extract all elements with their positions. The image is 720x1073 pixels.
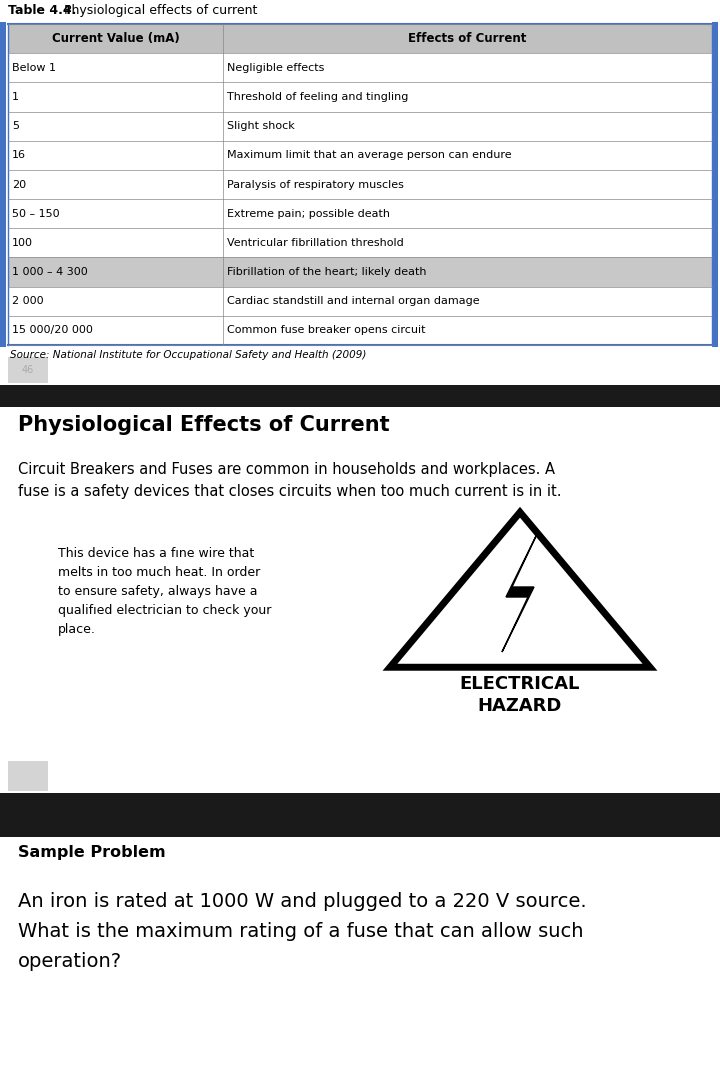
- Bar: [8, 170, 712, 200]
- Text: Negligible effects: Negligible effects: [227, 63, 325, 73]
- Text: Current Value (mA): Current Value (mA): [52, 32, 179, 45]
- Text: Cardiac standstill and internal organ damage: Cardiac standstill and internal organ da…: [227, 296, 480, 306]
- Text: qualifıed electrician to check your: qualifıed electrician to check your: [58, 604, 271, 617]
- Text: Common fuse breaker opens circuit: Common fuse breaker opens circuit: [227, 325, 426, 336]
- Bar: [8, 761, 48, 791]
- Text: Paralysis of respiratory muscles: Paralysis of respiratory muscles: [227, 179, 404, 190]
- Bar: [8, 200, 712, 229]
- Bar: [8, 24, 712, 54]
- Polygon shape: [502, 532, 538, 652]
- Bar: [8, 357, 48, 383]
- Text: What is the maximum rating of a fuse that can allow such: What is the maximum rating of a fuse tha…: [18, 922, 583, 941]
- Text: 50 – 150: 50 – 150: [12, 208, 60, 219]
- Text: 100: 100: [12, 238, 33, 248]
- Text: Effects of Current: Effects of Current: [408, 32, 527, 45]
- Text: Ventricular fibrillation threshold: Ventricular fibrillation threshold: [227, 238, 404, 248]
- Bar: [8, 83, 712, 112]
- Text: Physiological Effects of Current: Physiological Effects of Current: [18, 415, 390, 435]
- Text: place.: place.: [58, 623, 96, 636]
- Text: 46: 46: [22, 365, 34, 374]
- Text: This device has a fıne wire that: This device has a fıne wire that: [58, 547, 254, 560]
- Text: 5: 5: [12, 121, 19, 131]
- Text: Sample Problem: Sample Problem: [18, 846, 166, 859]
- Text: Threshold of feeling and tingling: Threshold of feeling and tingling: [227, 92, 408, 102]
- Text: melts in too much heat. In order: melts in too much heat. In order: [58, 565, 260, 579]
- Text: operation?: operation?: [18, 952, 122, 971]
- Text: Physiological effects of current: Physiological effects of current: [60, 4, 257, 17]
- Text: Fibrillation of the heart; likely death: Fibrillation of the heart; likely death: [227, 267, 426, 277]
- Text: 16: 16: [12, 150, 26, 160]
- Text: Table 4.4.: Table 4.4.: [8, 4, 76, 17]
- Text: Slight shock: Slight shock: [227, 121, 294, 131]
- Text: 1 000 – 4 300: 1 000 – 4 300: [12, 267, 88, 277]
- Bar: [8, 229, 712, 258]
- Text: An iron is rated at 1000 W and plugged to a 220 V source.: An iron is rated at 1000 W and plugged t…: [18, 892, 587, 911]
- Bar: [8, 54, 712, 83]
- Text: HAZARD: HAZARD: [478, 697, 562, 716]
- Text: Extreme pain; possible death: Extreme pain; possible death: [227, 208, 390, 219]
- Text: 20: 20: [12, 179, 26, 190]
- Text: 15 000/20 000: 15 000/20 000: [12, 325, 93, 336]
- Bar: [0, 793, 720, 815]
- Text: Below 1: Below 1: [12, 63, 56, 73]
- Bar: [0, 23, 6, 347]
- Bar: [8, 141, 712, 170]
- Text: ELECTRICAL: ELECTRICAL: [460, 675, 580, 693]
- Text: Circuit Breakers and Fuses are common in households and workplaces. A: Circuit Breakers and Fuses are common in…: [18, 462, 555, 477]
- Bar: [712, 23, 718, 347]
- Text: to ensure safety, always have a: to ensure safety, always have a: [58, 585, 258, 598]
- Bar: [0, 815, 720, 837]
- Text: Source: National Institute for Occupational Safety and Health (2009): Source: National Institute for Occupatio…: [10, 350, 366, 361]
- Bar: [8, 286, 712, 315]
- Bar: [8, 315, 712, 346]
- Polygon shape: [390, 512, 650, 667]
- Text: fuse is a safety devices that closes circuits when too much current is in it.: fuse is a safety devices that closes cir…: [18, 484, 562, 499]
- Text: Maximum limit that an average person can endure: Maximum limit that an average person can…: [227, 150, 512, 160]
- Bar: [0, 385, 720, 407]
- Bar: [8, 112, 712, 141]
- Text: 1: 1: [12, 92, 19, 102]
- Bar: [8, 258, 712, 286]
- Text: 2 000: 2 000: [12, 296, 44, 306]
